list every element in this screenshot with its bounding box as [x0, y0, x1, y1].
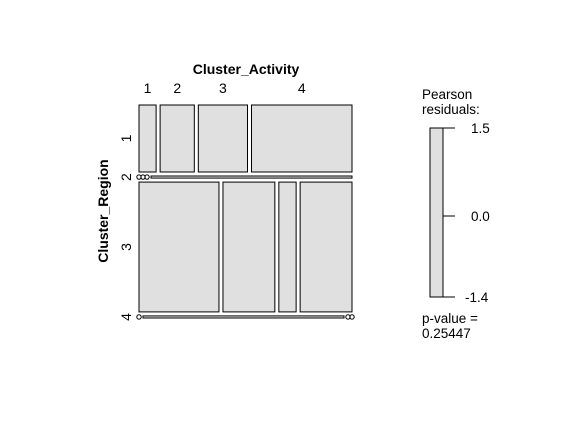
legend-title-line1: Pearson	[422, 87, 472, 102]
x-tick-label: 2	[173, 80, 181, 96]
x-tick-label: 1	[144, 80, 152, 96]
mosaic-tile	[278, 181, 297, 313]
residual-legend: Pearson residuals: 1.5 0.0 -1.4 p-value …	[422, 87, 490, 341]
mosaic-tile	[150, 175, 353, 179]
x-axis-title: Cluster_Activity	[193, 61, 300, 77]
empty-cell-marker	[136, 314, 142, 320]
y-tick-label: 4	[118, 313, 134, 321]
legend-min-label: -1.4	[465, 290, 489, 305]
mosaic-tile	[138, 104, 157, 173]
y-tick-labels: 1 2 3 4	[118, 134, 134, 320]
x-tick-label: 4	[298, 80, 306, 96]
pvalue-line2: 0.25447	[422, 326, 471, 341]
x-tick-labels: 1 2 3 4	[144, 80, 306, 96]
y-tick-label: 2	[118, 173, 134, 181]
legend-max-label: 1.5	[471, 121, 490, 136]
empty-cell-marker	[144, 174, 150, 180]
mosaic-tiles	[136, 104, 355, 320]
mosaic-tile	[142, 315, 345, 319]
y-tick-label: 3	[118, 243, 134, 251]
x-tick-label: 3	[219, 80, 227, 96]
legend-bar	[429, 127, 444, 298]
empty-cell-marker	[349, 314, 355, 320]
mosaic-tile	[222, 181, 276, 313]
y-axis-title: Cluster_Region	[95, 159, 111, 262]
legend-mid-label: 0.0	[471, 209, 490, 224]
pvalue-line1: p-value =	[422, 311, 478, 326]
legend-title-line2: residuals:	[422, 102, 480, 117]
mosaic-tile	[251, 104, 353, 173]
mosaic-tile	[299, 181, 353, 313]
mosaic-tile	[197, 104, 249, 173]
y-tick-label: 1	[118, 134, 134, 142]
mosaic-tile	[138, 181, 220, 313]
mosaic-tile	[159, 104, 195, 173]
